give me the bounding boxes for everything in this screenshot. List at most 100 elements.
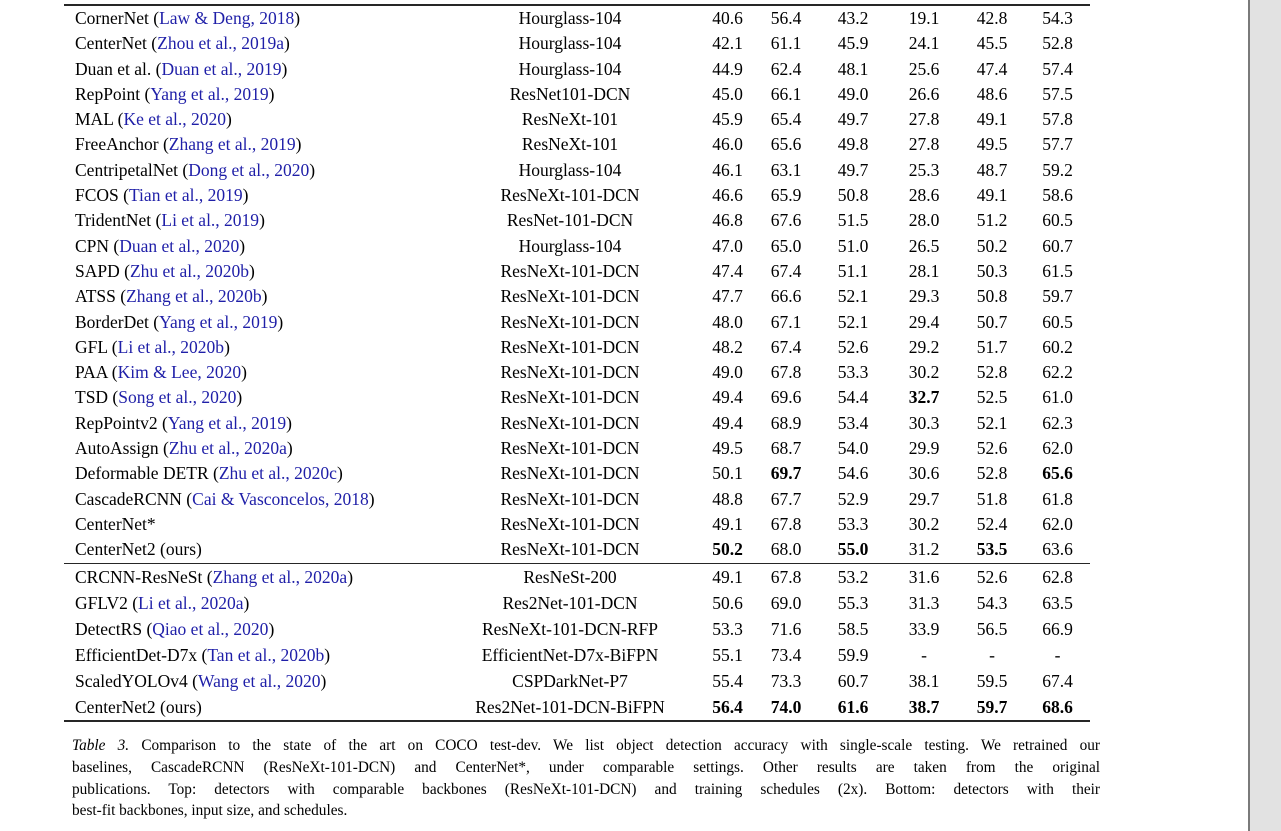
- backbone-cell: ResNeXt-101-DCN: [500, 260, 640, 281]
- method-cell: CenterNet*: [64, 512, 440, 537]
- metric-value: 63.1: [770, 159, 802, 180]
- metric-value: 27.8: [908, 134, 940, 155]
- metric-value: 30.2: [908, 362, 940, 383]
- method-name: CenterNet (: [75, 33, 158, 54]
- metric-value: 65.6: [1042, 463, 1073, 484]
- citation-link[interactable]: Zhu et al., 2020c: [218, 463, 337, 484]
- method-cell: PAA (Kim & Lee, 2020): [64, 360, 440, 385]
- metric-value: 31.3: [908, 592, 940, 613]
- method-name-close: ): [226, 109, 232, 130]
- citation-link[interactable]: Tan et al., 2020b: [207, 644, 325, 665]
- method-cell: Duan et al. (Duan et al., 2019): [64, 57, 440, 82]
- metric-value: 61.1: [770, 33, 802, 54]
- method-name: DetectRS (: [75, 618, 153, 639]
- citation-link[interactable]: Ke et al., 2020: [123, 109, 226, 130]
- metric-value: 61.0: [1042, 387, 1073, 408]
- metric-value: 52.6: [976, 566, 1008, 587]
- metric-value: 57.5: [1042, 83, 1073, 104]
- citation-link[interactable]: Zhang et al., 2019: [168, 134, 296, 155]
- metric-value: 29.4: [908, 311, 940, 332]
- metric-value: 52.4: [976, 513, 1008, 534]
- citation-link[interactable]: Cai & Vasconcelos, 2018: [192, 488, 369, 509]
- metric-value: 52.9: [837, 488, 869, 509]
- metric-value: 52.1: [837, 286, 869, 307]
- metric-value: 47.7: [712, 286, 743, 307]
- citation-link[interactable]: Kim & Lee, 2020: [117, 362, 242, 383]
- backbone-cell: ResNet101-DCN: [509, 83, 631, 104]
- metric-value: 56.4: [712, 696, 743, 717]
- citation-link[interactable]: Dong et al., 2020: [188, 159, 310, 180]
- citation-link[interactable]: Zhu et al., 2020a: [168, 438, 287, 459]
- metric-value: 65.6: [770, 134, 802, 155]
- citation-link[interactable]: Duan et al., 2020: [119, 235, 240, 256]
- metric-value: 71.6: [770, 618, 802, 639]
- metric-value: 31.2: [908, 539, 940, 560]
- metric-value: 51.0: [837, 235, 869, 256]
- citation-link[interactable]: Qiao et al., 2020: [152, 618, 269, 639]
- table-row: CRCNN-ResNeSt (Zhang et al., 2020a) ResNe…: [64, 563, 1090, 590]
- metric-value: 26.5: [908, 235, 940, 256]
- method-name: AutoAssign (: [75, 438, 169, 459]
- citation-link[interactable]: Duan et al., 2019: [161, 58, 282, 79]
- metric-value: 49.1: [976, 109, 1008, 130]
- metric-value: 62.8: [1042, 566, 1073, 587]
- metric-value: 69.6: [770, 387, 802, 408]
- citation-link[interactable]: Zhang et al., 2020a: [212, 566, 348, 587]
- citation-link[interactable]: Li et al., 2019: [161, 210, 260, 231]
- citation-link[interactable]: Li et al., 2020b: [117, 336, 225, 357]
- method-name: CRCNN-ResNeSt (: [75, 566, 213, 587]
- method-name-close: ): [268, 83, 275, 104]
- citation-link[interactable]: Song et al., 2020: [118, 387, 237, 408]
- metric-value: 52.1: [976, 412, 1008, 433]
- method-name: TSD (: [75, 387, 119, 408]
- metric-value: 69.7: [770, 463, 802, 484]
- citation-link[interactable]: Zhou et al., 2019a: [157, 33, 284, 54]
- metric-value: 67.8: [770, 566, 802, 587]
- citation-link[interactable]: Yang et al., 2019: [150, 83, 269, 104]
- method-name-close: ): [242, 185, 249, 206]
- scrollbar-track[interactable]: [1248, 0, 1281, 831]
- citation-link[interactable]: Law & Deng, 2018: [159, 8, 295, 28]
- citation-link[interactable]: Wang et al., 2020: [197, 670, 321, 691]
- table-row: MAL (Ke et al., 2020) ResNeXt-101 45.9 65.4…: [64, 107, 1090, 132]
- citation-link[interactable]: Yang et al., 2019: [167, 412, 287, 433]
- metric-value: 53.5: [976, 539, 1008, 560]
- metric-value: 26.6: [908, 83, 940, 104]
- metric-value: 65.9: [770, 185, 802, 206]
- method-name: CentripetalNet (: [75, 159, 189, 180]
- metric-value: 52.6: [837, 336, 869, 357]
- metric-value: 48.2: [712, 336, 743, 357]
- metric-value: 61.6: [837, 696, 869, 717]
- method-name: FreeAnchor (: [75, 134, 169, 155]
- method-name: EfficientDet-D7x (: [75, 644, 208, 665]
- metric-value: 54.3: [976, 592, 1008, 613]
- citation-link[interactable]: Zhang et al., 2020b: [126, 286, 262, 307]
- metric-value: 49.1: [712, 513, 743, 534]
- citation-link[interactable]: Yang et al., 2019: [159, 311, 278, 332]
- backbone-cell: ResNet-101-DCN: [506, 210, 634, 231]
- metric-value: 60.5: [1042, 210, 1073, 231]
- backbone-cell: Hourglass-104: [518, 58, 622, 79]
- metric-value: 51.2: [976, 210, 1008, 231]
- citation-link[interactable]: Zhu et al., 2020b: [129, 260, 250, 281]
- metric-value: 59.2: [1042, 159, 1073, 180]
- metric-value: 66.6: [770, 286, 802, 307]
- method-cell: CRCNN-ResNeSt (Zhang et al., 2020a): [64, 563, 440, 590]
- metric-value: 60.7: [837, 670, 869, 691]
- table-row: GFL (Li et al., 2020b) ResNeXt-101-DCN 48.…: [64, 335, 1090, 360]
- method-name-close: ): [286, 438, 293, 459]
- caption-line: publications. Top: detectors with compar…: [72, 780, 1100, 798]
- metric-value: 25.6: [908, 58, 940, 79]
- metric-value: 54.0: [837, 438, 869, 459]
- citation-link[interactable]: Li et al., 2020a: [138, 592, 244, 613]
- backbone-cell: ResNeXt-101-DCN: [500, 387, 640, 408]
- method-name: Deformable DETR (: [75, 463, 219, 484]
- table-row: ScaledYOLOv4 (Wang et al., 2020) CSPDarkN…: [64, 668, 1090, 694]
- metric-value: 51.7: [976, 336, 1008, 357]
- citation-link[interactable]: Tian et al., 2019: [128, 185, 243, 206]
- backbone-cell: ResNeXt-101-DCN: [500, 438, 640, 459]
- method-name-close: ): [336, 463, 343, 484]
- table-row: FreeAnchor (Zhang et al., 2019) ResNeXt-1…: [64, 132, 1090, 157]
- backbone-cell: ResNeXt-101: [521, 109, 619, 130]
- table-row: GFLV2 (Li et al., 2020a) Res2Net-101-DCN 5…: [64, 590, 1090, 616]
